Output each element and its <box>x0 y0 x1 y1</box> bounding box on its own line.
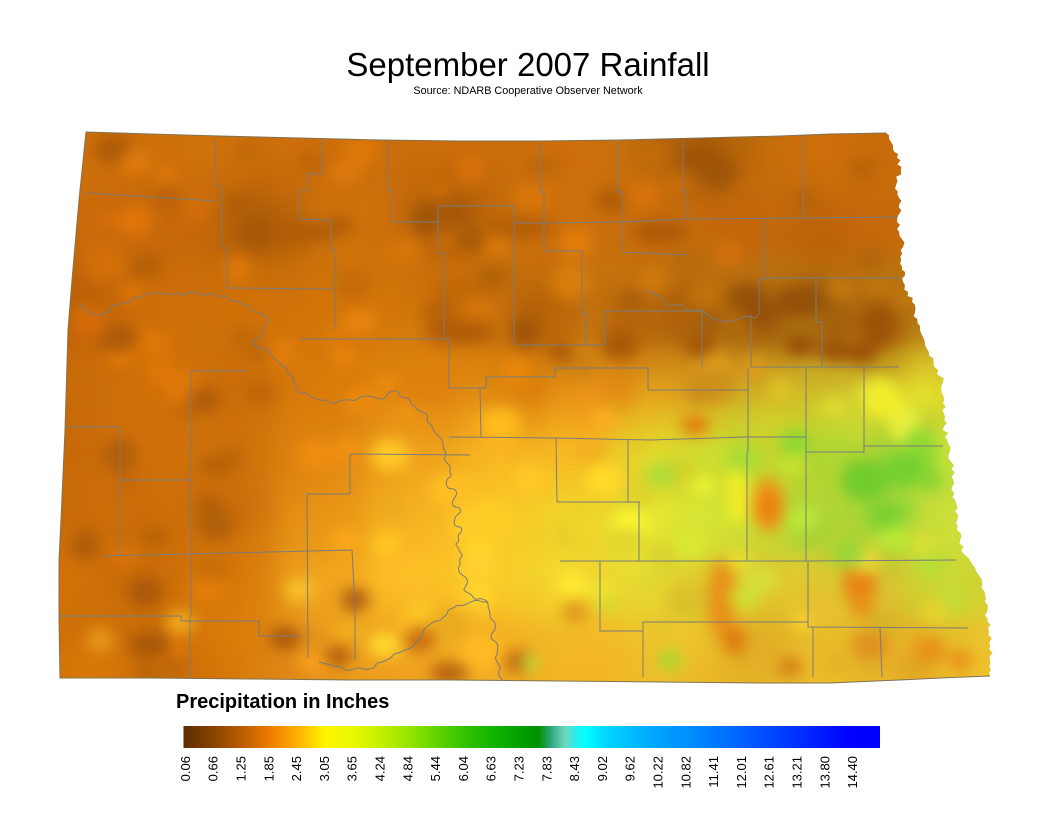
svg-text:6.04: 6.04 <box>456 756 471 781</box>
svg-text:1.25: 1.25 <box>234 756 249 781</box>
svg-text:8.43: 8.43 <box>567 756 582 781</box>
svg-text:7.83: 7.83 <box>539 756 554 781</box>
svg-text:13.80: 13.80 <box>817 756 832 789</box>
svg-text:6.63: 6.63 <box>484 756 499 781</box>
svg-text:14.40: 14.40 <box>845 756 860 789</box>
svg-text:0.66: 0.66 <box>206 756 221 781</box>
svg-text:13.21: 13.21 <box>790 756 805 789</box>
svg-text:11.41: 11.41 <box>706 756 721 788</box>
svg-text:4.24: 4.24 <box>373 756 388 781</box>
svg-text:September 2007 Rainfall: September 2007 Rainfall <box>346 46 709 83</box>
svg-text:9.02: 9.02 <box>595 756 610 781</box>
svg-text:10.22: 10.22 <box>651 756 666 789</box>
svg-text:Precipitation in Inches: Precipitation in Inches <box>176 691 389 713</box>
svg-text:Source: NDARB Cooperative Obse: Source: NDARB Cooperative Observer Netwo… <box>413 85 643 97</box>
svg-text:9.62: 9.62 <box>623 756 638 781</box>
svg-text:5.44: 5.44 <box>428 756 443 781</box>
svg-text:12.61: 12.61 <box>762 756 777 789</box>
svg-text:12.01: 12.01 <box>734 756 749 789</box>
svg-text:1.85: 1.85 <box>261 756 276 781</box>
svg-text:3.65: 3.65 <box>345 756 360 781</box>
svg-text:10.82: 10.82 <box>678 756 693 789</box>
svg-text:3.05: 3.05 <box>317 756 332 781</box>
svg-text:2.45: 2.45 <box>289 756 304 781</box>
svg-text:4.84: 4.84 <box>400 756 415 781</box>
svg-text:0.06: 0.06 <box>178 756 193 781</box>
svg-text:7.23: 7.23 <box>512 756 527 781</box>
